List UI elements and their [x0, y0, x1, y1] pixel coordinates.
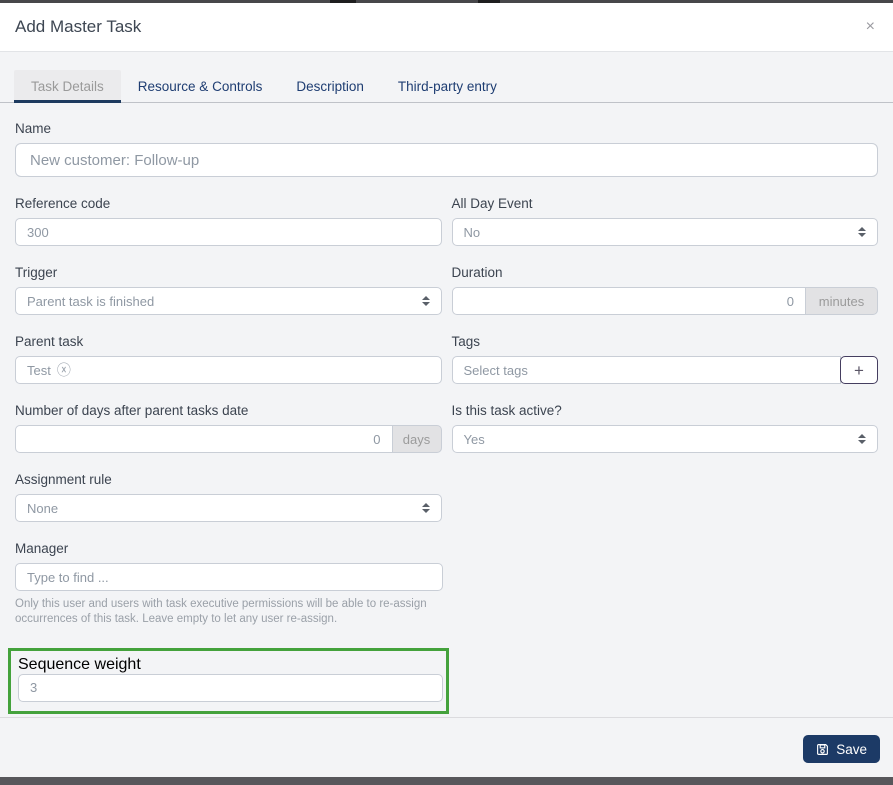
assignment-rule-label: Assignment rule — [15, 472, 112, 487]
manager-field-group: Manager Only this user and users with ta… — [15, 541, 443, 627]
duration-label: Duration — [451, 265, 503, 280]
is-active-label: Is this task active? — [451, 403, 562, 418]
tab-task-details[interactable]: Task Details — [14, 70, 121, 103]
assignment-rule-value: None — [27, 500, 59, 516]
tags-label: Tags — [451, 334, 481, 349]
name-label: Name — [15, 121, 52, 136]
duration-input[interactable] — [451, 287, 806, 315]
sequence-weight-highlight-box: Sequence weight — [8, 647, 449, 714]
tags-input[interactable] — [451, 356, 841, 384]
trigger-field-group: Trigger Parent task is finished — [15, 265, 442, 315]
assignment-rule-field-group: Assignment rule None — [15, 472, 442, 522]
save-button-label: Save — [836, 741, 867, 757]
trigger-select[interactable]: Parent task is finished — [15, 287, 442, 315]
all-day-event-value: No — [463, 224, 481, 240]
manager-help-text: Only this user and users with task execu… — [15, 598, 427, 625]
select-caret-icon — [421, 296, 430, 306]
name-input[interactable] — [15, 143, 878, 177]
tab-resource-controls[interactable]: Resource & Controls — [137, 79, 263, 94]
sequence-weight-input[interactable] — [18, 673, 443, 702]
parent-task-field-group: Parent task Test ⓧ — [15, 334, 442, 384]
modal-title: Add Master Task — [15, 17, 142, 36]
tags-field-group: Tags + — [451, 334, 878, 384]
select-caret-icon — [421, 503, 430, 513]
parent-task-chip: Test — [27, 362, 51, 378]
modal-header: Add Master Task × — [0, 3, 893, 52]
parent-task-label: Parent task — [15, 334, 84, 349]
save-floppy-icon — [817, 743, 829, 755]
duration-unit-addon: minutes — [806, 287, 878, 315]
add-master-task-modal: Add Master Task × Task Details Resource &… — [0, 3, 893, 777]
all-day-event-label: All Day Event — [451, 196, 533, 211]
days-after-field-group: Number of days after parent tasks date d… — [15, 403, 442, 453]
background-text-fragment — [330, 0, 356, 3]
select-caret-icon — [858, 434, 866, 444]
add-tag-button[interactable]: + — [840, 356, 878, 384]
days-unit-addon: days — [392, 425, 442, 453]
modal-body: Name Reference code All Day Event No — [0, 103, 893, 717]
is-active-select[interactable]: Yes — [451, 425, 878, 453]
sequence-weight-label: Sequence weight — [18, 655, 141, 673]
days-after-label: Number of days after parent tasks date — [15, 403, 249, 418]
remove-parent-task-icon[interactable]: ⓧ — [56, 362, 71, 378]
trigger-label: Trigger — [15, 265, 58, 280]
manager-label: Manager — [15, 541, 69, 556]
reference-code-field-group: Reference code — [15, 196, 442, 246]
close-icon[interactable]: × — [865, 18, 875, 35]
tab-description[interactable]: Description — [296, 79, 364, 94]
manager-input[interactable] — [15, 563, 443, 591]
background-page-bottom-edge — [0, 777, 893, 785]
tab-bar: Task Details Resource & Controls Descripti… — [0, 52, 893, 103]
background-page-top-edge — [0, 0, 893, 3]
assignment-rule-select[interactable]: None — [15, 494, 442, 522]
modal-footer: Save — [0, 717, 893, 777]
days-after-input[interactable] — [15, 425, 393, 453]
select-caret-icon — [858, 227, 866, 237]
is-active-value: Yes — [463, 431, 485, 447]
background-text-fragment — [478, 0, 500, 3]
save-button[interactable]: Save — [803, 735, 880, 763]
all-day-event-field-group: All Day Event No — [451, 196, 878, 246]
sequence-weight-field-group: Sequence weight — [15, 655, 443, 702]
reference-code-input[interactable] — [15, 218, 442, 246]
name-field-group: Name — [15, 121, 878, 177]
reference-code-label: Reference code — [15, 196, 111, 211]
tab-third-party-entry[interactable]: Third-party entry — [397, 79, 497, 94]
is-active-field-group: Is this task active? Yes — [451, 403, 878, 453]
duration-field-group: Duration minutes — [451, 265, 878, 315]
trigger-value: Parent task is finished — [27, 293, 155, 309]
parent-task-input[interactable]: Test ⓧ — [15, 356, 442, 384]
all-day-event-select[interactable]: No — [451, 218, 878, 246]
